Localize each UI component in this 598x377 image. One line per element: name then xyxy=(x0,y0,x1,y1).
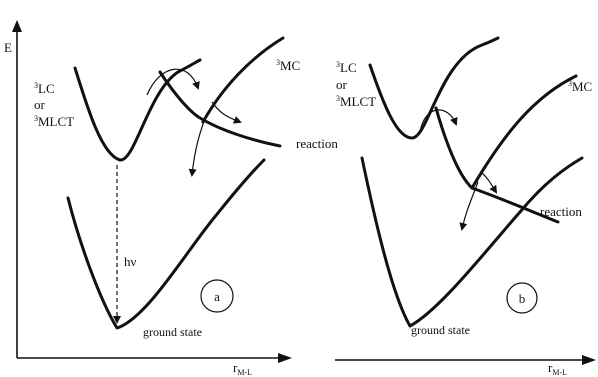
panel-a-ground-state-curve xyxy=(66,158,266,330)
panel-a-arrows xyxy=(113,68,242,324)
panel-a-distance-label: rM-L xyxy=(233,360,252,377)
panel-a-curves xyxy=(66,36,285,330)
panel-a-mc-upper-curve xyxy=(201,36,285,124)
panel-b-x-arrow-icon xyxy=(582,355,596,365)
panel-b-mc-upper-curve xyxy=(470,74,578,190)
panel-a-reaction-label: reaction xyxy=(296,136,338,151)
panel-a-excited-state-curve xyxy=(73,58,202,162)
panel-b-ground-state-label: ground state xyxy=(411,323,470,337)
panel-b-lc-label: 3LC xyxy=(336,60,357,75)
panel-b-arrows xyxy=(419,109,498,231)
panel-a-mc-curve xyxy=(158,70,282,148)
panel-a-mlct-label: 3MLCT xyxy=(34,114,74,129)
panel-a-or-label: or xyxy=(34,97,46,112)
energy-axis-label: E xyxy=(4,40,12,55)
panel-a-ground-state-label: ground state xyxy=(143,325,202,339)
panel-a-hv-label: hν xyxy=(124,254,137,269)
panel-b-label: b xyxy=(519,291,526,306)
panel-b-labels: 3LC or 3MLCT 3MC reaction ground state b xyxy=(336,60,592,337)
panel-b-mc-label: 3MC xyxy=(568,79,592,94)
panel-a-relax-arrow xyxy=(188,112,208,177)
panel-a-reaction-arrow xyxy=(211,101,242,124)
panel-a-x-arrow-icon xyxy=(278,353,292,363)
panel-a-label-circle xyxy=(200,279,234,313)
panel-b-axes: rM-L xyxy=(335,355,596,377)
panel-b-label-circle xyxy=(506,282,538,314)
panel-a-axes: E rM-L xyxy=(4,20,292,377)
panel-a-y-arrow-icon xyxy=(12,20,22,32)
panel-b-distance-label: rM-L xyxy=(548,360,567,377)
panel-a-label: a xyxy=(214,289,220,304)
panel-b-reaction-arrow xyxy=(480,171,498,194)
panel-a-lc-label: 3LC xyxy=(34,81,55,96)
panel-b-reaction-label: reaction xyxy=(540,204,582,219)
panel-a-mc-label: 3MC xyxy=(276,58,300,73)
panel-a-isc-arrow xyxy=(146,68,200,96)
panel-b-isc-arrow xyxy=(419,109,458,133)
panel-a-labels: 3LC or 3MLCT 3MC reaction hν ground stat… xyxy=(34,58,338,339)
panel-b-excited-state-curve xyxy=(368,36,500,140)
panel-b-mlct-label: 3MLCT xyxy=(336,94,376,109)
panel-b-or-label: or xyxy=(336,77,348,92)
panel-b-ground-state-curve xyxy=(360,156,584,328)
panel-b-relax-arrow xyxy=(459,181,479,231)
panel-b-curves xyxy=(360,36,584,328)
